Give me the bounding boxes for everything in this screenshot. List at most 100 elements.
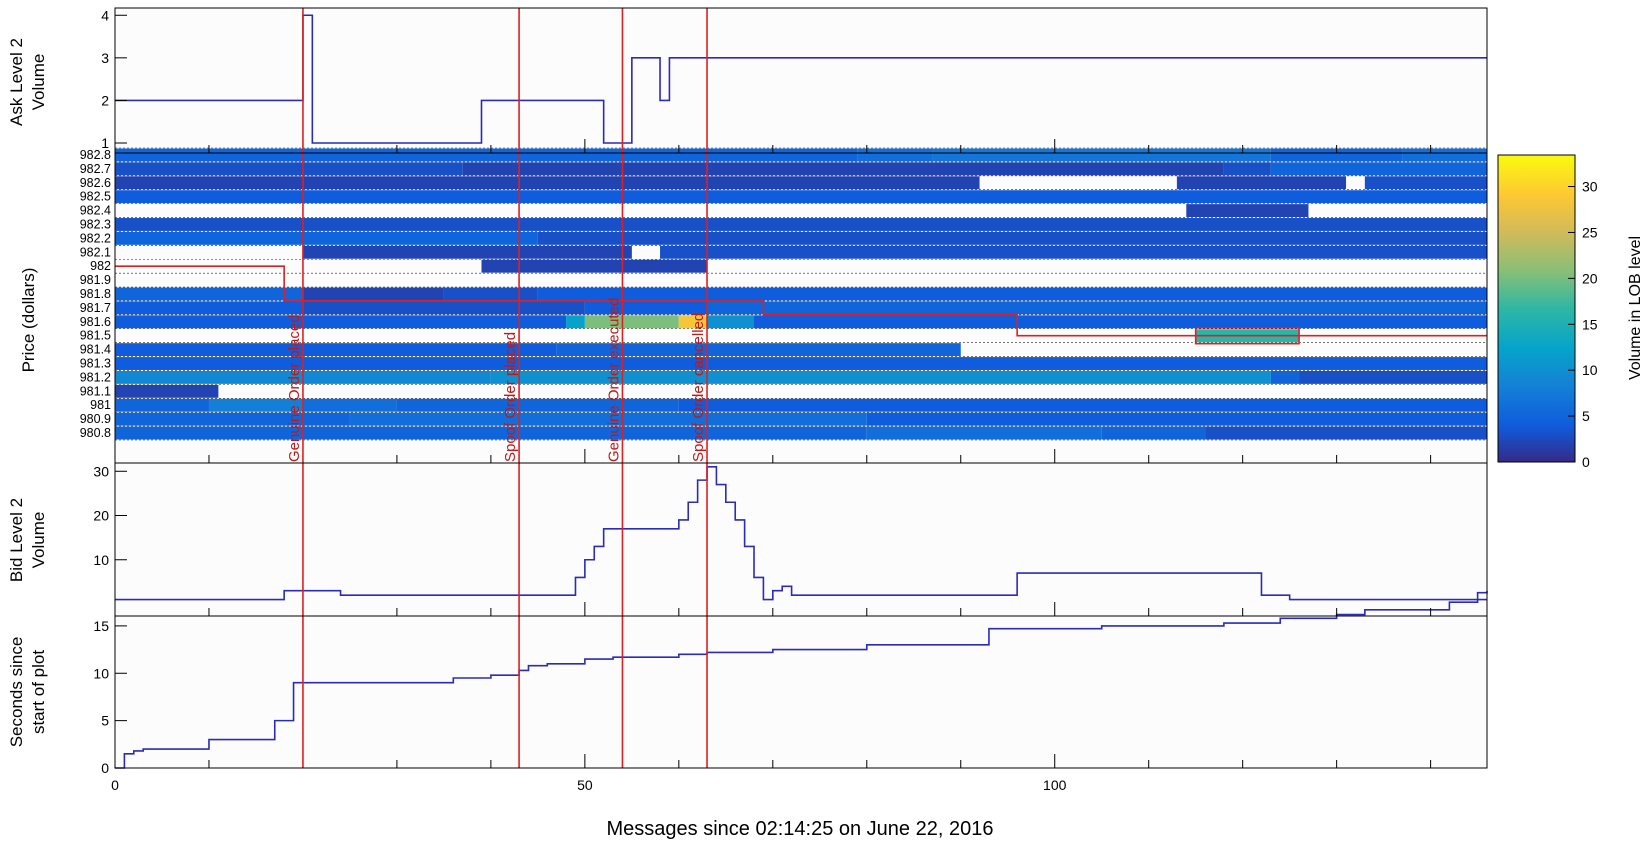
heatmap-cell xyxy=(678,398,1487,412)
heatmap-cell xyxy=(115,148,858,162)
heatmap-gridlines xyxy=(115,147,1487,441)
x-tick-label: 100 xyxy=(1043,777,1067,793)
ask-ylabel-line-2: Volume xyxy=(29,54,48,111)
highlight-box xyxy=(1194,326,1300,345)
heatmap-cell xyxy=(707,287,1487,301)
price-tick-label: 981.1 xyxy=(80,384,111,398)
bid-ylabel-line-1: Bid Level 2 xyxy=(7,498,26,582)
best-price-path xyxy=(115,265,1487,337)
price-tick-label: 982.2 xyxy=(80,231,111,245)
ask-y-tick-label: 2 xyxy=(101,92,109,108)
event-label: Spoof Order cancelled xyxy=(690,313,707,462)
price-tick-label: 981.7 xyxy=(80,301,111,315)
heatmap-cell xyxy=(302,287,444,301)
colorbar xyxy=(1497,154,1576,463)
price-tick-label: 980.9 xyxy=(80,412,111,426)
heatmap-cell xyxy=(115,301,303,315)
heatmap-cell xyxy=(584,315,679,329)
seconds-y-tick-label: 15 xyxy=(93,618,109,634)
event-label: Spoof Order placed xyxy=(502,332,519,462)
bid-y-tick-label: 20 xyxy=(93,508,109,524)
price-tick-label: 981.6 xyxy=(80,315,111,329)
price-tick-label: 982.8 xyxy=(80,148,111,162)
heatmap-cell xyxy=(443,287,538,301)
heatmap-cell xyxy=(115,162,463,176)
seconds-y-tick-label: 10 xyxy=(93,665,109,681)
heatmap-cell xyxy=(1186,204,1309,218)
price-tick-label: 981.2 xyxy=(80,370,111,384)
x-tick-label: 50 xyxy=(577,777,593,793)
price-tick-label: 980.8 xyxy=(80,426,111,440)
seconds-ylabel-line-2: start of plot xyxy=(29,650,48,734)
colorbar-tick-label: 15 xyxy=(1582,316,1598,332)
heatmap-cell xyxy=(1402,148,1487,162)
bid-panel-frame xyxy=(114,462,1488,617)
heatmap-cell xyxy=(349,412,867,426)
ask-y-tick-label: 1 xyxy=(101,135,109,151)
price-tick-label: 982.3 xyxy=(80,217,111,231)
heatmap-cell xyxy=(1101,426,1206,440)
bid-y-tick-label: 10 xyxy=(93,552,109,568)
heatmap-cell xyxy=(302,398,397,412)
price-tick-label: 981.9 xyxy=(80,273,111,287)
heatmap-cell xyxy=(584,301,708,315)
heatmap-cell xyxy=(115,384,219,398)
heatmap-cell xyxy=(566,315,585,329)
price-tick-label: 981.4 xyxy=(80,343,111,357)
heatmap-cell xyxy=(115,315,567,329)
heatmap-cell xyxy=(866,426,1102,440)
heatmap-cells xyxy=(115,148,1487,440)
price-tick-label: 981 xyxy=(90,398,111,412)
heatmap-cell xyxy=(707,315,755,329)
heatmap-cell xyxy=(660,245,1487,259)
bid-volume-line xyxy=(115,466,1487,601)
ask-panel-frame xyxy=(114,7,1488,154)
x-axis-label: Messages since 02:14:25 on June 22, 2016 xyxy=(607,818,994,840)
heatmap-cell xyxy=(678,315,708,329)
heatmap-cell xyxy=(857,148,933,162)
heatmap-cell xyxy=(115,398,209,412)
price-labels: 982.8982.7982.6982.5982.4982.3982.2982.1… xyxy=(80,148,111,440)
ask-volume-line xyxy=(115,14,1487,144)
heatmap-cell xyxy=(866,412,1487,426)
heatmap-cell xyxy=(115,218,1487,231)
seconds-ylabel-line-1: Seconds since xyxy=(7,637,26,748)
bid-volume-series xyxy=(115,466,1487,601)
colorbar-tick-label: 10 xyxy=(1582,362,1598,378)
colorbar-tick-label: 30 xyxy=(1582,179,1598,195)
heatmap-cell xyxy=(481,259,708,273)
heatmap-cell xyxy=(1270,148,1403,162)
colorbar-ticks: 0 5 10 15 20 25 30 xyxy=(1568,179,1598,470)
heatmap-cell xyxy=(754,315,1487,329)
seconds-series xyxy=(115,590,1488,769)
heatmap-cell xyxy=(932,148,1271,162)
colorbar-tick-label: 25 xyxy=(1582,224,1598,240)
seconds-line xyxy=(115,590,1488,769)
heatmap-cell xyxy=(462,162,1224,176)
price-tick-label: 982.7 xyxy=(80,162,111,176)
price-tick-label: 982.4 xyxy=(80,204,111,218)
heatmap-cell xyxy=(115,426,867,440)
heatmap-cell xyxy=(115,357,1487,370)
ask-y-tick-label: 4 xyxy=(101,7,109,23)
heatmap-cell xyxy=(115,287,303,301)
x-tick-label: 0 xyxy=(111,777,119,793)
heatmap-cell xyxy=(537,231,1487,245)
x-tick-labels: 0 50 100 xyxy=(111,777,1067,793)
event-label: Genuine Order executed xyxy=(605,298,622,462)
colorbar-tick-label: 20 xyxy=(1582,270,1598,286)
heatmap-cell xyxy=(115,412,350,426)
heatmap-cell xyxy=(396,398,679,412)
heatmap-cell xyxy=(115,231,538,245)
price-tick-label: 982.1 xyxy=(80,245,111,259)
colorbar-tick-label: 0 xyxy=(1582,454,1590,470)
ask-volume-series xyxy=(115,14,1487,144)
heatmap-cell xyxy=(707,301,1487,315)
heatmap-cell xyxy=(490,370,1271,384)
heatmap-cell xyxy=(1270,162,1487,176)
heatmap-cell xyxy=(115,190,1487,204)
heatmap-cell xyxy=(115,176,980,190)
best-price-line xyxy=(115,265,1487,345)
heatmap-cell xyxy=(1299,370,1487,384)
